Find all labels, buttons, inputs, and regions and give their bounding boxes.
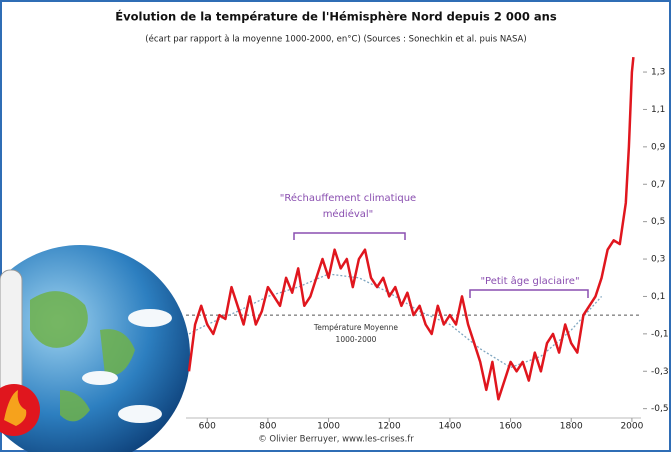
x-tick-label: 1000 — [317, 422, 340, 432]
annotation: 1000-2000 — [336, 335, 377, 344]
decoration — [0, 245, 190, 456]
x-tick-label: 1800 — [560, 422, 583, 432]
x-tick-label: 800 — [259, 422, 276, 432]
y-tick-label: -0,3 — [651, 367, 669, 377]
x-tick-label: 1600 — [499, 422, 522, 432]
x-tick-label: 1200 — [378, 422, 401, 432]
y-tick-label: 0,7 — [651, 180, 665, 190]
bracket — [469, 289, 589, 298]
y-tick-label: 1,1 — [651, 105, 665, 115]
annotation: Température Moyenne — [313, 323, 399, 332]
chart-title: Évolution de la température de l'Hémisph… — [115, 9, 557, 24]
y-tick-label: -0,5 — [651, 404, 669, 414]
data-line — [187, 56, 635, 401]
y-tick-label: 1,3 — [651, 68, 665, 78]
chart-subtitle: (écart par rapport à la moyenne 1000-200… — [145, 34, 526, 45]
y-tick-label: 0,5 — [651, 217, 665, 227]
y-tick-label: -0,1 — [651, 329, 669, 339]
y-tick-label: 0,9 — [651, 142, 666, 152]
y-tick-label: 0,1 — [651, 292, 665, 302]
annotation: "Réchauffement climatique — [280, 192, 416, 204]
credit: © Olivier Berruyer, www.les-crises.fr — [258, 435, 414, 445]
x-tick-label: 1400 — [438, 422, 461, 432]
y-tick-label: 0,3 — [651, 255, 665, 265]
annotation: médiéval" — [323, 208, 374, 220]
bracket — [293, 232, 406, 240]
x-tick-label: 600 — [199, 422, 216, 432]
x-tick-label: 2000 — [620, 422, 643, 432]
annotation: "Petit âge glaciaire" — [480, 275, 579, 287]
